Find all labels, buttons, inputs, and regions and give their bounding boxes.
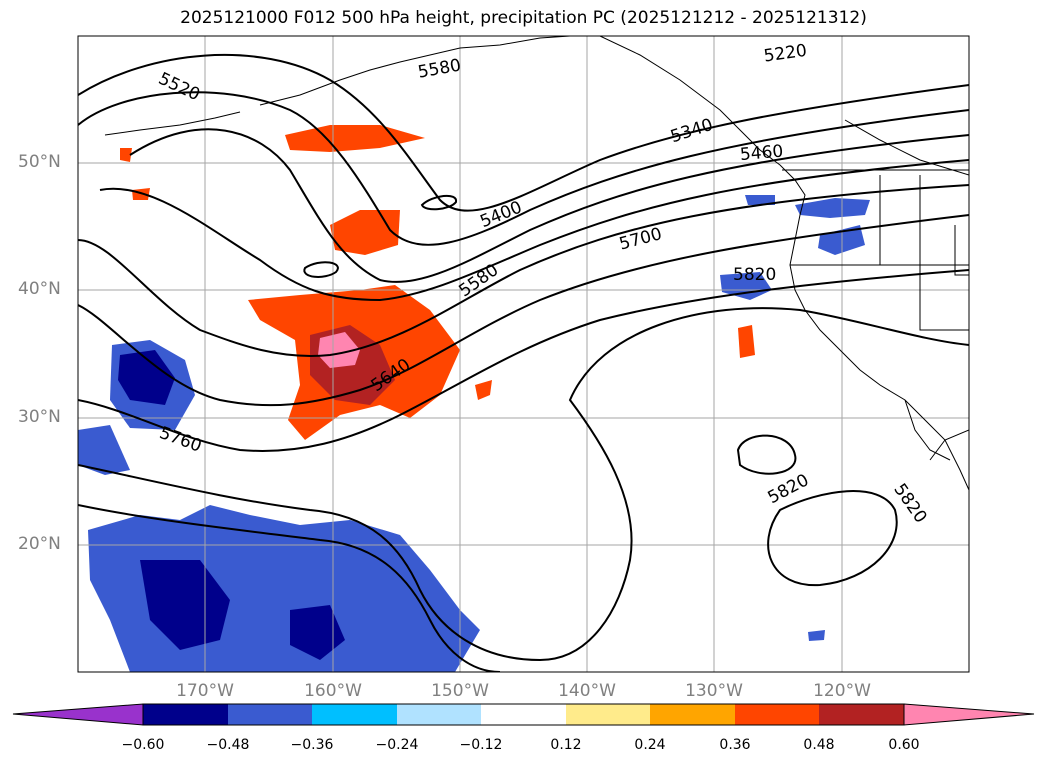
lon-label: 150°W xyxy=(431,681,489,701)
colorbar-swatch xyxy=(228,704,312,725)
height-contours xyxy=(78,53,969,672)
lon-label: 120°W xyxy=(813,681,871,701)
colorbar-tick: 0.24 xyxy=(634,737,666,753)
lon-label: 130°W xyxy=(685,681,743,701)
colorbar-tick: −0.48 xyxy=(206,737,250,753)
map-frame xyxy=(77,35,970,673)
colorbar-swatch xyxy=(819,704,904,725)
lon-label: 170°W xyxy=(176,681,234,701)
colorbar-tick: −0.24 xyxy=(375,737,419,753)
lat-label: 50°N xyxy=(18,152,61,172)
colorbar-tick: 0.12 xyxy=(550,737,582,753)
colorbar-swatch xyxy=(312,704,397,725)
lon-label: 140°W xyxy=(558,681,616,701)
contour-label: 5460 xyxy=(739,141,784,165)
colorbar-swatch xyxy=(735,704,819,725)
map-title: 2025121000 F012 500 hPa height, precipit… xyxy=(180,8,867,28)
colorbar-outline xyxy=(142,703,905,726)
colorbar-swatch xyxy=(397,704,481,725)
colorbar-tick: −0.12 xyxy=(459,737,503,753)
colorbar-tick: 0.36 xyxy=(719,737,751,753)
lat-label: 20°N xyxy=(18,534,61,554)
lat-label: 40°N xyxy=(18,279,61,299)
colorbar-tick: 0.60 xyxy=(888,737,920,753)
lon-label: 160°W xyxy=(304,681,362,701)
colorbar-swatch xyxy=(903,703,1035,726)
colorbar-tick: −0.60 xyxy=(121,737,165,753)
colorbar-tick: −0.36 xyxy=(290,737,334,753)
precip-negative-region xyxy=(78,195,870,672)
colorbar-tick: 0.48 xyxy=(803,737,835,753)
colorbar-swatch xyxy=(481,704,566,725)
lat-label: 30°N xyxy=(18,407,61,427)
colorbar xyxy=(12,703,1035,726)
graticule xyxy=(78,36,969,672)
contour-label: 5820 xyxy=(733,265,776,285)
colorbar-swatch xyxy=(566,704,650,725)
coastline xyxy=(104,36,969,491)
colorbar-swatch xyxy=(650,704,735,725)
colorbar-swatch xyxy=(143,704,228,725)
colorbar-swatch xyxy=(12,703,144,726)
